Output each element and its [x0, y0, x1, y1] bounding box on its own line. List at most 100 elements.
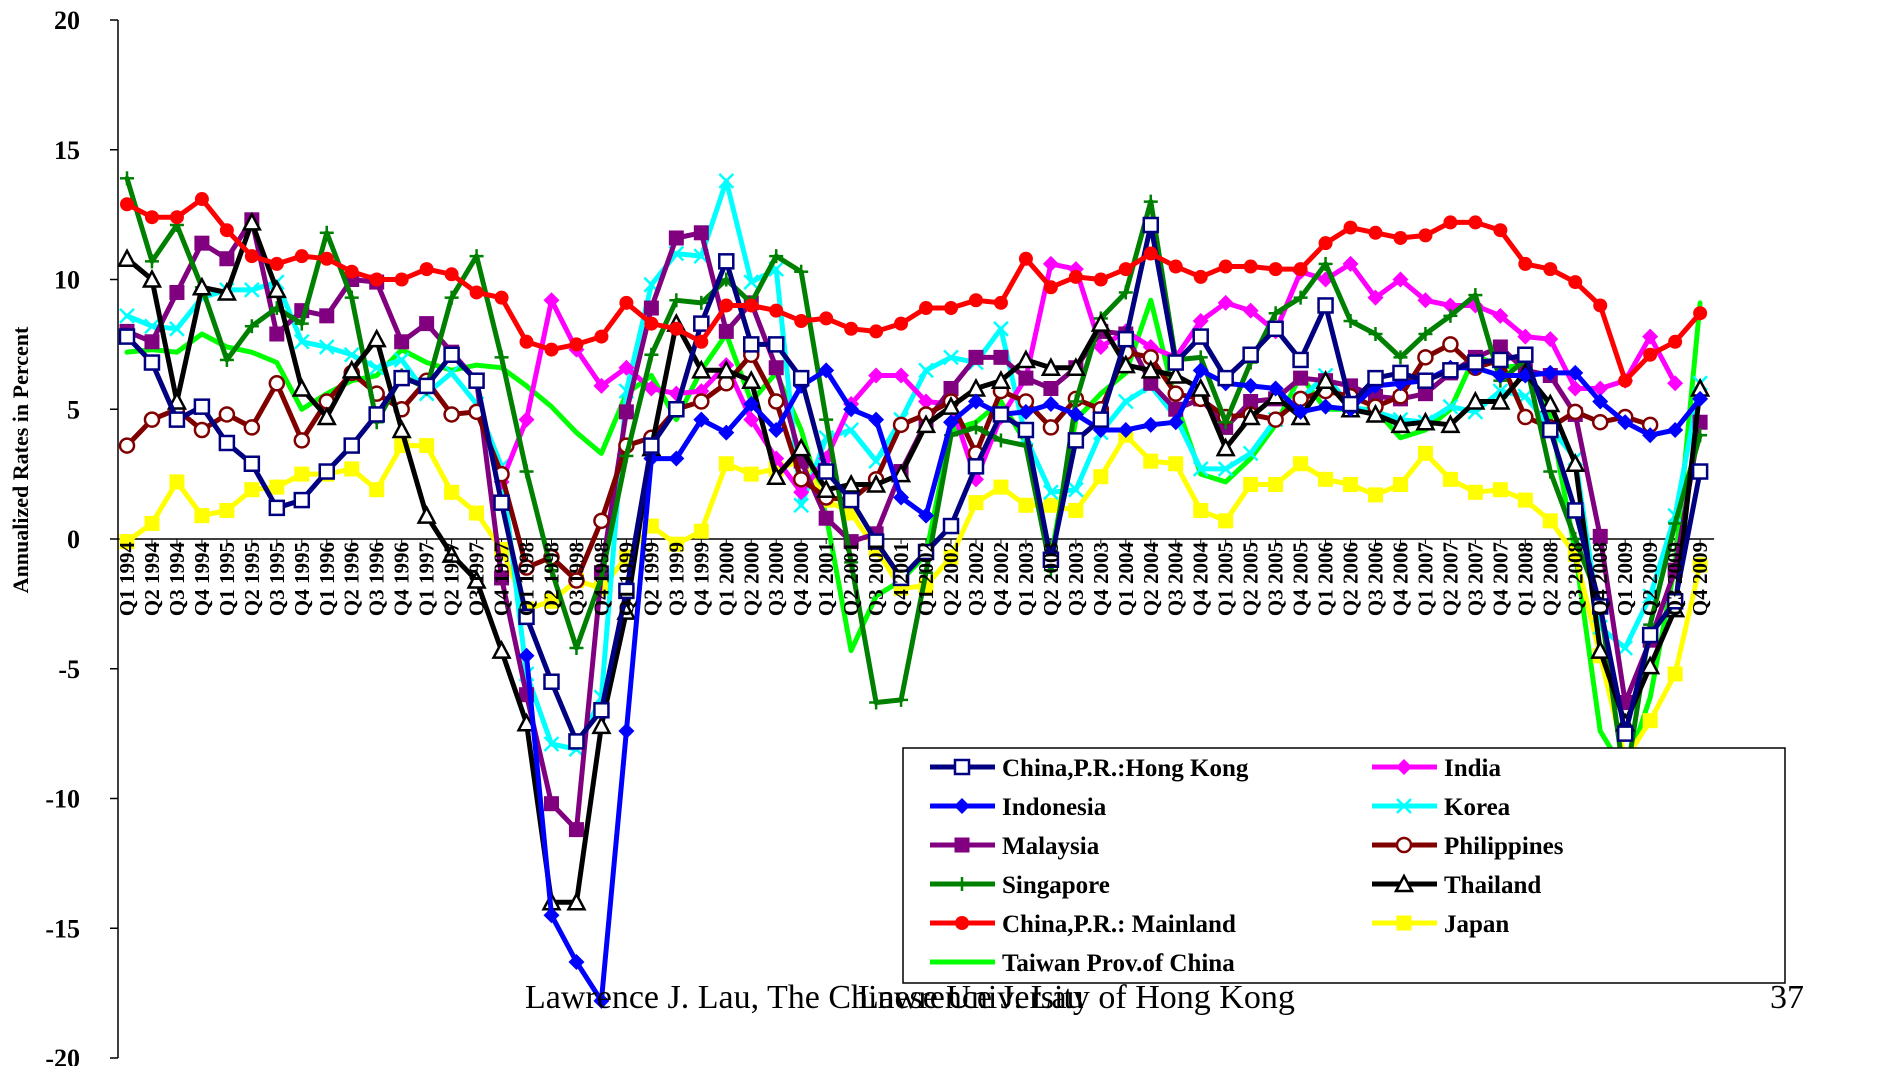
data-point [169, 210, 184, 225]
data-point [1168, 259, 1183, 274]
data-point [793, 484, 810, 501]
data-point [1567, 403, 1584, 421]
data-point [943, 349, 959, 366]
data-point [1467, 354, 1484, 371]
data-point [1442, 336, 1459, 353]
y-axis-label: Annualized Rates in Percent [8, 326, 33, 593]
data-point [593, 512, 610, 530]
data-point [1392, 271, 1409, 288]
data-point [1396, 798, 1412, 814]
data-point [1666, 593, 1684, 610]
data-point [1443, 308, 1458, 323]
x-tick-label: Q2 2008 [1538, 542, 1562, 616]
legend-label: Taiwan Prov.of China [1002, 950, 1235, 977]
data-point [1317, 297, 1334, 314]
data-point [1318, 236, 1333, 251]
data-point [1367, 289, 1384, 306]
data-point [266, 279, 287, 299]
series-singapore [120, 171, 1708, 793]
data-point [1492, 307, 1509, 324]
x-stroke-b [843, 422, 860, 438]
data-point [869, 324, 884, 339]
data-point [518, 608, 535, 626]
data-point [1090, 312, 1111, 332]
data-point [419, 438, 435, 454]
data-point [1142, 416, 1159, 433]
data-point [1668, 334, 1683, 349]
data-point [494, 350, 509, 365]
data-point [144, 254, 159, 269]
data-point [244, 319, 259, 334]
data-point [718, 173, 735, 189]
data-point [866, 473, 887, 493]
data-point [1267, 320, 1284, 338]
data-point [766, 466, 787, 485]
x-tick-labels: Q1 1994 Q2 1994 Q3 1994 Q4 1994 Q1 1995 Q2 19… [115, 542, 1712, 617]
data-point [1267, 380, 1284, 397]
x-stroke-b [793, 497, 810, 514]
data-point [1517, 346, 1534, 364]
data-point [743, 336, 760, 353]
legend-label: Korea [1444, 794, 1511, 821]
data-point [843, 401, 860, 418]
data-point [1415, 411, 1436, 431]
data-point [119, 534, 135, 550]
data-point [344, 461, 360, 477]
data-point [119, 307, 135, 324]
data-point [593, 377, 610, 394]
data-point [369, 272, 384, 287]
data-point [1568, 275, 1583, 290]
data-point [1293, 456, 1309, 472]
data-point [1567, 502, 1584, 519]
data-point [1641, 626, 1659, 644]
data-point [893, 489, 910, 506]
data-point [1018, 370, 1034, 386]
data-point [1492, 351, 1509, 369]
data-point [318, 339, 335, 355]
data-point [844, 321, 859, 336]
data-point [291, 377, 312, 397]
data-point [716, 359, 737, 379]
x-stroke-b [993, 320, 1009, 337]
legend-label: Singapore [1002, 872, 1110, 899]
data-point [1443, 215, 1458, 230]
data-point [1068, 502, 1084, 518]
data-point [894, 692, 909, 707]
x-tick-label: Q2 1998 [539, 542, 563, 616]
x-tick-label: Q1 2002 [914, 542, 938, 616]
data-point [644, 347, 659, 362]
data-point [568, 733, 585, 750]
data-point [1343, 314, 1358, 329]
x-tick-label: Q2 2005 [1239, 542, 1263, 616]
legend-entry: Indonesia [930, 794, 1107, 821]
data-point [791, 437, 812, 457]
data-point [1393, 350, 1408, 365]
series-line [124, 297, 1703, 775]
data-point [1268, 477, 1284, 493]
data-point [316, 406, 337, 426]
data-point [793, 497, 810, 514]
data-point [1393, 230, 1408, 245]
y-tick-label: 10 [54, 266, 80, 295]
data-point [268, 499, 286, 517]
legend-items: China,P.R.:Hong Kong India Indonesia Korea M… [930, 755, 1564, 977]
x-tick-label: Q1 1994 [115, 542, 139, 617]
data-point [244, 482, 260, 498]
data-point [193, 398, 211, 415]
data-point [1667, 422, 1684, 439]
data-point [1243, 477, 1259, 493]
x-tick-label: Q2 1999 [639, 542, 663, 616]
data-point [1093, 469, 1109, 485]
data-point [568, 822, 584, 838]
data-point [794, 264, 809, 279]
data-point [919, 301, 934, 316]
data-point [1492, 482, 1508, 498]
x-tick-label: Q4 2000 [789, 542, 813, 616]
data-point [1218, 415, 1233, 430]
data-point [942, 517, 960, 535]
data-point [1092, 338, 1109, 355]
data-point [1667, 375, 1684, 392]
data-point [743, 396, 760, 413]
data-point [1268, 262, 1283, 277]
x-tick-label: Q4 1996 [390, 542, 414, 616]
